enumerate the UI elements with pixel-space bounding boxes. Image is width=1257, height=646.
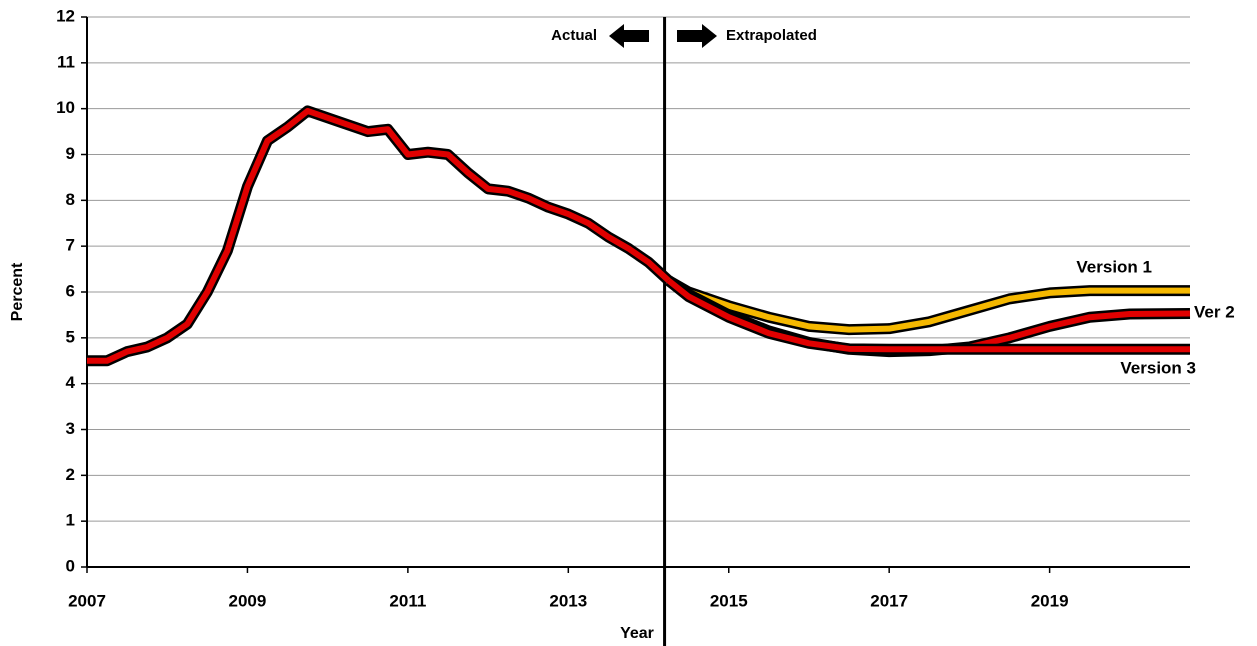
y-tick-label: 12 [56,6,75,25]
y-tick-label: 9 [66,144,75,163]
actual-label: Actual [551,27,597,44]
y-axis-title: Percent [9,262,26,321]
series-label: Version 3 [1120,358,1196,377]
y-tick-label: 3 [66,419,75,438]
y-tick-label: 11 [57,52,75,71]
x-axis-title: Year [620,625,654,642]
y-tick-label: 2 [66,465,75,484]
x-tick-label: 2017 [870,591,908,610]
extrapolated-label: Extrapolated [726,27,817,44]
y-tick-label: 4 [66,373,76,392]
line [667,277,1190,333]
y-tick-label: 1 [66,511,75,530]
y-tick-label: 7 [66,236,75,255]
series-label: Ver 2 [1194,302,1235,321]
y-tick-label: 10 [56,98,75,117]
line [666,278,1190,353]
arrow-left [609,24,649,48]
line [87,107,671,364]
y-tick-label: 0 [66,556,75,575]
y-tick-label: 5 [66,327,75,346]
y-tick-label: 6 [66,281,75,300]
x-tick-label: 2011 [389,591,426,610]
arrow-right [677,24,717,48]
x-tick-label: 2019 [1031,591,1069,610]
series-label: Version 1 [1076,257,1152,276]
y-tick-label: 8 [66,190,75,209]
x-tick-label: 2007 [68,591,106,610]
x-tick-label: 2015 [710,591,748,610]
x-tick-label: 2009 [229,591,267,610]
line-outline [87,105,673,367]
x-tick-label: 2013 [549,591,587,610]
